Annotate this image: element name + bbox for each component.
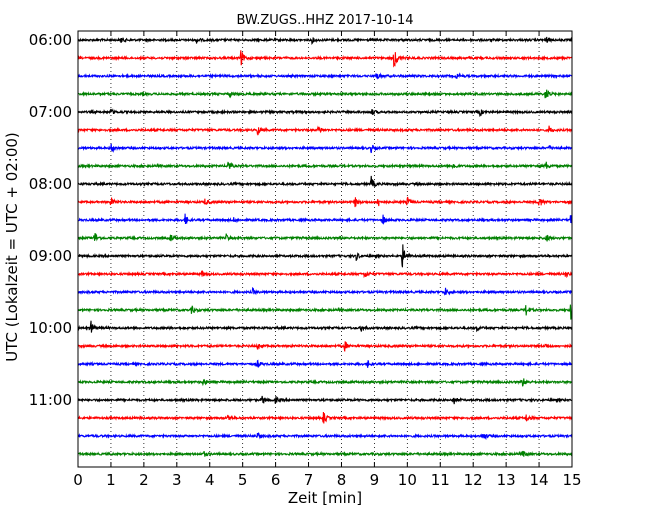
y-tick-label: 06:00 <box>29 31 72 49</box>
x-tick-label: 2 <box>139 471 149 489</box>
trace-09:45 <box>77 304 573 320</box>
trace-08:15 <box>77 196 573 208</box>
x-tick-label: 7 <box>304 471 314 489</box>
y-axis-ticks: 06:00 07:00 08:00 09:00 10:00 11:00 <box>29 31 83 409</box>
trace-09:30 <box>77 286 573 296</box>
plot-frame <box>77 30 573 468</box>
x-tick-label: 0 <box>73 471 83 489</box>
trace-06:45 <box>77 89 573 99</box>
x-tick-label: 12 <box>464 471 483 489</box>
trace-11:30 <box>77 432 573 441</box>
trace-08:00 <box>77 175 573 188</box>
trace-08:30 <box>77 213 573 225</box>
trace-11:00 <box>77 395 573 405</box>
trace-07:30 <box>77 143 573 154</box>
y-tick-label: 11:00 <box>29 391 72 409</box>
x-tick-label: 11 <box>431 471 450 489</box>
trace-06:15 <box>77 50 573 68</box>
y-tick-label: 09:00 <box>29 247 72 265</box>
trace-09:15 <box>77 269 573 279</box>
trace-08:45 <box>77 233 573 242</box>
y-axis-label: UTC (Lokalzeit = UTC + 02:00) <box>3 132 21 362</box>
x-tick-label: 3 <box>172 471 182 489</box>
y-tick-label: 10:00 <box>29 319 72 337</box>
y-tick-label: 08:00 <box>29 175 72 193</box>
trace-09:00 <box>77 244 573 268</box>
x-tick-label: 14 <box>530 471 549 489</box>
seismogram-traces <box>77 36 573 458</box>
trace-10:30 <box>77 359 573 368</box>
x-tick-label: 9 <box>370 471 380 489</box>
trace-07:15 <box>77 125 573 136</box>
trace-10:00 <box>77 320 573 333</box>
trace-11:15 <box>77 412 573 424</box>
x-tick-label: 5 <box>238 471 248 489</box>
x-tick-label: 13 <box>497 471 516 489</box>
trace-07:00 <box>77 108 573 118</box>
x-tick-label: 1 <box>106 471 116 489</box>
plot-area <box>78 31 572 467</box>
vertical-grid <box>110 31 540 467</box>
x-tick-label: 4 <box>205 471 215 489</box>
y-tick-label: 07:00 <box>29 103 72 121</box>
x-tick-label: 8 <box>337 471 347 489</box>
x-tick-label: 15 <box>562 471 581 489</box>
x-tick-label: 10 <box>398 471 417 489</box>
chart-title: BW.ZUGS..HHZ 2017-10-14 <box>236 13 413 28</box>
trace-10:15 <box>77 341 573 352</box>
trace-07:45 <box>77 161 573 170</box>
x-axis-label: Zeit [min] <box>288 489 362 507</box>
x-axis-ticks: 0 1 2 3 4 5 6 7 8 9 10 11 12 13 14 15 <box>73 31 582 489</box>
trace-10:45 <box>77 378 573 387</box>
trace-06:00 <box>77 36 573 46</box>
trace-06:30 <box>77 72 573 80</box>
x-tick-label: 6 <box>271 471 281 489</box>
trace-11:45 <box>77 450 573 458</box>
